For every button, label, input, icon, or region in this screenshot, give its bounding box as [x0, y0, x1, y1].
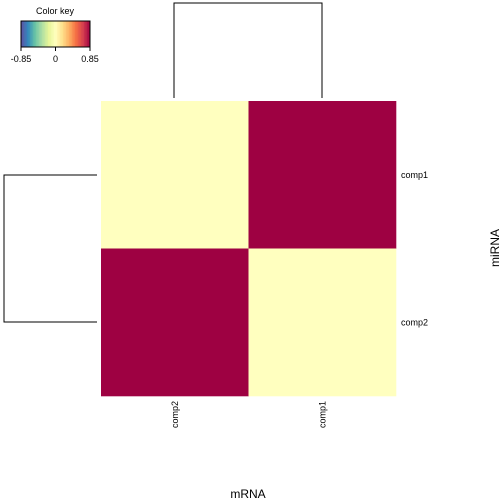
column-label: comp2	[170, 401, 180, 428]
color-key-step	[87, 21, 89, 47]
color-key-step	[84, 21, 86, 47]
heatmap-cell	[248, 248, 397, 397]
color-key-step	[70, 21, 73, 47]
color-key-step	[31, 21, 34, 47]
color-key-step	[58, 21, 61, 47]
color-key-gradient	[21, 21, 91, 47]
color-key-step	[72, 21, 74, 47]
color-key-step	[22, 21, 25, 47]
color-key-step	[63, 21, 65, 47]
color-key-step	[81, 21, 83, 47]
color-key-step	[79, 21, 82, 47]
row-label: comp2	[401, 317, 428, 327]
color-key-step	[24, 21, 26, 47]
color-key-step	[82, 21, 85, 47]
color-key-step	[52, 21, 55, 47]
color-key-title: Color key	[36, 6, 75, 16]
row-label: comp1	[401, 170, 428, 180]
color-key-step	[57, 21, 59, 47]
color-key-step	[64, 21, 67, 47]
color-key-step	[85, 21, 88, 47]
column-labels: comp2 comp1	[170, 401, 328, 428]
color-key-step	[76, 21, 79, 47]
color-key-step	[73, 21, 76, 47]
color-key-step	[42, 21, 44, 47]
color-key-step	[51, 21, 53, 47]
color-key-step	[60, 21, 62, 47]
color-key-tick-label: -0.85	[11, 54, 32, 64]
color-key-step	[40, 21, 43, 47]
color-key-step	[88, 21, 91, 47]
color-key: Color key -0.85 0 0.85	[11, 6, 99, 64]
color-key-step	[39, 21, 41, 47]
heatmap-cell	[101, 101, 249, 249]
color-key-step	[28, 21, 31, 47]
color-key-step	[21, 21, 23, 47]
color-key-step	[55, 21, 58, 47]
color-key-step	[37, 21, 40, 47]
row-labels: comp1 comp2	[401, 170, 428, 328]
color-key-step	[49, 21, 52, 47]
color-key-step	[30, 21, 32, 47]
color-key-step	[48, 21, 50, 47]
color-key-step	[36, 21, 38, 47]
color-key-step	[46, 21, 49, 47]
color-key-step	[54, 21, 56, 47]
color-key-step	[34, 21, 37, 47]
color-key-tick-label: 0.85	[81, 54, 99, 64]
color-key-step	[43, 21, 46, 47]
color-key-ticks: -0.85 0 0.85	[11, 47, 99, 64]
heatmap-cell	[101, 248, 249, 397]
color-key-tick-label: 0	[53, 54, 58, 64]
color-key-step	[27, 21, 29, 47]
color-key-step	[61, 21, 64, 47]
x-axis-label: mRNA	[230, 487, 265, 501]
y-axis-label: miRNA	[488, 229, 502, 267]
color-key-step	[67, 21, 70, 47]
column-label: comp1	[317, 401, 327, 428]
color-key-step	[78, 21, 80, 47]
color-key-step	[33, 21, 35, 47]
color-key-step	[75, 21, 77, 47]
color-key-step	[66, 21, 68, 47]
heatmap-cell	[248, 101, 397, 249]
color-key-step	[69, 21, 71, 47]
color-key-step	[45, 21, 47, 47]
row-dendrogram	[3, 174, 97, 323]
color-key-step	[25, 21, 28, 47]
heatmap-cells	[101, 101, 397, 397]
column-dendrogram	[173, 2, 323, 98]
